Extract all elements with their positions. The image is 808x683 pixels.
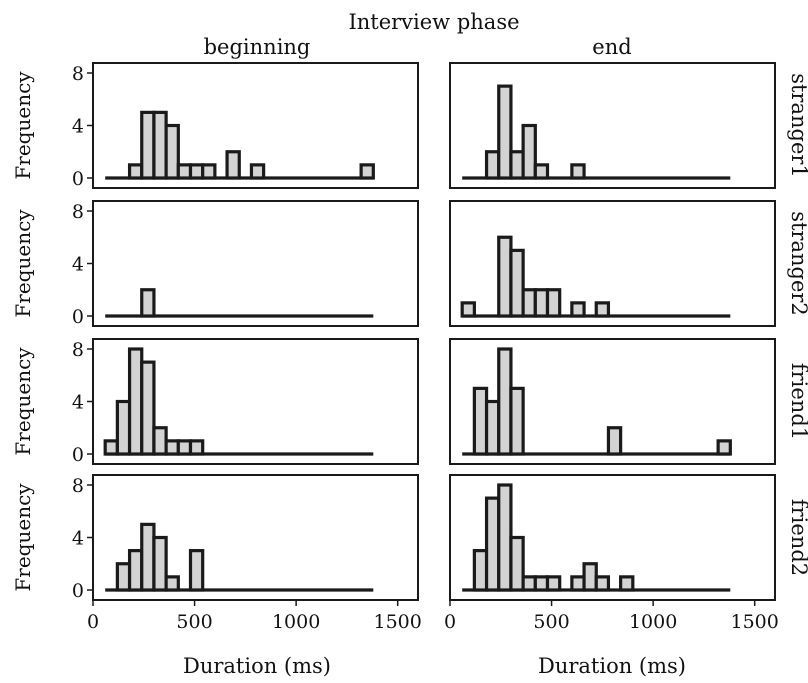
y-tick-label: 0 <box>72 168 84 190</box>
bar <box>596 303 608 316</box>
y-axis-label: Frequency <box>11 209 35 318</box>
bar <box>523 577 535 590</box>
panel-friend2-end: friend2 0 500 1000 1500 <box>444 475 808 633</box>
x-tick-label: 1000 <box>272 611 320 633</box>
row-label-friend1: friend1 <box>787 363 808 440</box>
row-label-stranger2: stranger2 <box>787 211 808 316</box>
bar <box>474 551 486 590</box>
bar <box>608 428 620 454</box>
bar <box>572 303 584 316</box>
panel-stranger1-end: stranger1 <box>450 63 808 188</box>
x-tick-label: 1500 <box>374 611 422 633</box>
y-tick-label: 8 <box>72 475 84 497</box>
bar <box>718 441 730 454</box>
bar <box>523 126 535 179</box>
y-tick-label: 4 <box>72 254 84 276</box>
bar <box>117 402 129 455</box>
x-tick-label: 1000 <box>629 611 677 633</box>
x-tick-label: 1500 <box>731 611 779 633</box>
bar <box>499 349 511 454</box>
y-tick-label: 0 <box>72 306 84 328</box>
bar <box>191 165 203 178</box>
bar <box>166 577 178 590</box>
bar <box>142 112 154 178</box>
bar <box>227 152 239 178</box>
bar <box>166 126 178 179</box>
bar <box>487 498 499 590</box>
panel-grid: 0 4 8 Frequency stranger1 0 4 8 Frequency strange… <box>11 63 808 633</box>
x-tick-label: 500 <box>533 611 569 633</box>
y-tick-label: 8 <box>72 201 84 223</box>
bar <box>142 290 154 316</box>
bar <box>154 112 166 178</box>
bar <box>178 441 190 454</box>
y-tick-label: 0 <box>72 580 84 602</box>
panel-friend1-end: friend1 <box>450 339 808 464</box>
bar <box>548 577 560 590</box>
bar <box>584 564 596 590</box>
y-tick-label: 4 <box>72 528 84 550</box>
bar <box>511 250 523 316</box>
x-tick-label: 0 <box>444 611 456 633</box>
bar <box>117 564 129 590</box>
column-label-end: end <box>592 35 631 59</box>
bar <box>621 577 633 590</box>
figure-title: Interview phase <box>348 10 519 34</box>
bar <box>523 290 535 316</box>
bar <box>535 290 547 316</box>
bar <box>203 165 215 178</box>
bar <box>511 388 523 454</box>
y-axis-label: Frequency <box>11 483 35 592</box>
bar <box>166 441 178 454</box>
panel-friend2-beginning: 0 4 8 Frequency 0 500 1000 1500 <box>11 475 422 633</box>
bar <box>361 165 373 178</box>
bar <box>191 441 203 454</box>
y-tick-label: 0 <box>72 444 84 466</box>
panel-stranger2-beginning: 0 4 8 Frequency <box>11 201 418 328</box>
bar <box>154 428 166 454</box>
bar <box>548 290 560 316</box>
bar <box>596 577 608 590</box>
bar <box>130 165 142 178</box>
bar <box>499 86 511 178</box>
bar <box>499 485 511 590</box>
panel-friend1-beginning: 0 4 8 Frequency <box>11 339 418 466</box>
bar <box>105 441 117 454</box>
y-axis-label: Frequency <box>11 347 35 456</box>
row-label-stranger1: stranger1 <box>787 73 808 178</box>
bar <box>154 538 166 591</box>
bar <box>130 551 142 590</box>
y-tick-label: 8 <box>72 63 84 85</box>
bar <box>511 538 523 591</box>
y-tick-label: 4 <box>72 392 84 414</box>
x-tick-label: 500 <box>176 611 212 633</box>
bar <box>142 362 154 454</box>
bar <box>178 165 190 178</box>
bar <box>462 303 474 316</box>
bar <box>474 388 486 454</box>
y-tick-label: 8 <box>72 339 84 361</box>
bar <box>130 349 142 454</box>
x-axis-label-left: Duration (ms) <box>183 654 331 678</box>
bar <box>535 165 547 178</box>
row-label-friend2: friend2 <box>787 499 808 576</box>
bar <box>535 577 547 590</box>
column-label-beginning: beginning <box>204 35 311 59</box>
bar <box>511 152 523 178</box>
bar <box>572 577 584 590</box>
panel-stranger2-end: stranger2 <box>450 201 808 326</box>
x-tick-label: 0 <box>87 611 99 633</box>
panel-stranger1-beginning: 0 4 8 Frequency <box>11 63 418 190</box>
bar <box>142 524 154 590</box>
bar <box>487 152 499 178</box>
y-axis-label: Frequency <box>11 71 35 180</box>
bar <box>487 402 499 455</box>
bar <box>572 165 584 178</box>
bar <box>499 237 511 316</box>
x-axis-label-right: Duration (ms) <box>538 654 686 678</box>
bar <box>251 165 263 178</box>
bar <box>191 551 203 590</box>
y-tick-label: 4 <box>72 116 84 138</box>
